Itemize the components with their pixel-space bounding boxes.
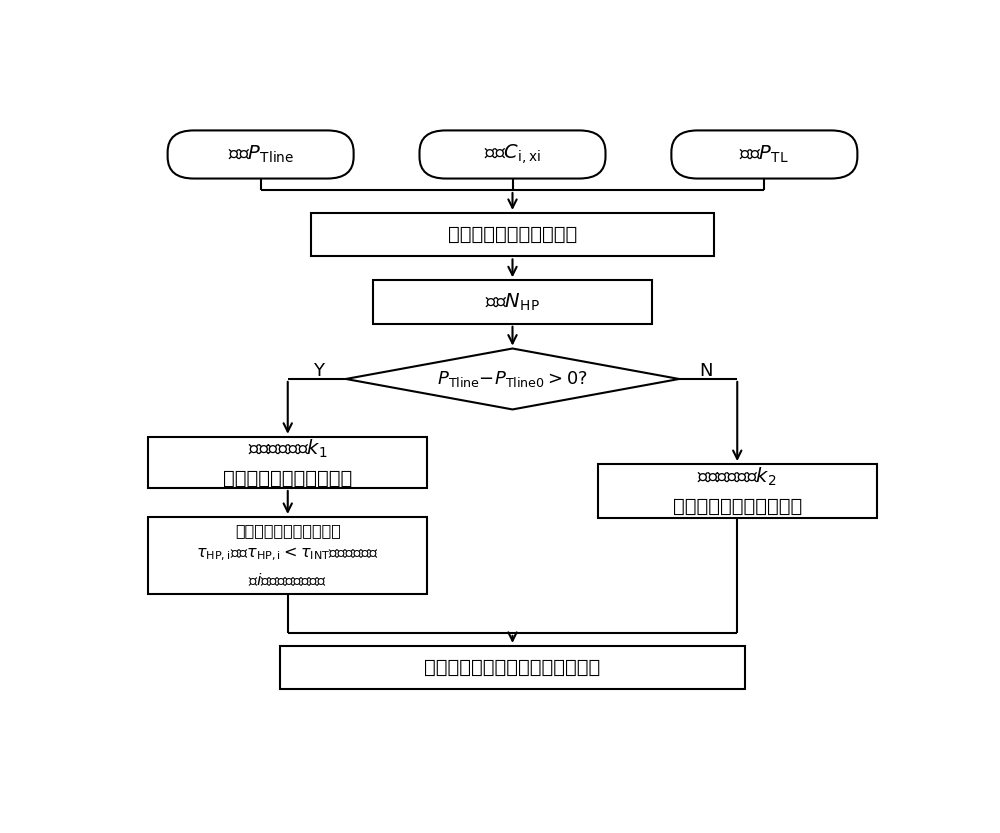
Bar <box>373 280 652 324</box>
Text: 获取$P$$_\mathregular{TL}$: 获取$P$$_\mathregular{TL}$ <box>739 144 789 165</box>
Text: 计算序号指针$k$$_2$
确定电热泵关闭序号区间: 计算序号指针$k$$_2$ 确定电热泵关闭序号区间 <box>673 466 802 516</box>
Text: 计算$N$$_\mathregular{HP}$: 计算$N$$_\mathregular{HP}$ <box>485 292 540 312</box>
Bar <box>148 516 427 594</box>
Bar <box>280 646 745 690</box>
Polygon shape <box>346 348 679 410</box>
FancyBboxPatch shape <box>168 131 354 178</box>
Bar <box>598 464 877 518</box>
FancyBboxPatch shape <box>671 131 857 178</box>
Text: 获取$P$$_\mathregular{Tline}$: 获取$P$$_\mathregular{Tline}$ <box>228 144 294 165</box>
FancyBboxPatch shape <box>420 131 606 178</box>
Text: 计算电热泵状态切换时长
$\tau$$_\mathregular{HP,i}$，若$\tau$$_\mathregular{HP,i}$$<$$\tau$$_\: 计算电热泵状态切换时长 $\tau$$_\mathregular{HP,i}$，… <box>196 523 379 588</box>
Bar <box>311 213 714 257</box>
Text: Y: Y <box>313 362 324 381</box>
Text: N: N <box>700 362 713 381</box>
Text: 计算序号指针$k$$_1$
确定电热泵开启区号区间: 计算序号指针$k$$_1$ 确定电热泵开启区号区间 <box>223 437 352 487</box>
Bar <box>148 436 427 488</box>
Text: 获取$C$$_\mathregular{i,xi}$: 获取$C$$_\mathregular{i,xi}$ <box>484 142 541 167</box>
Text: $P$$_\mathregular{Tline}$$-$$P$$_\mathregular{Tline0}$$>0?$: $P$$_\mathregular{Tline}$$-$$P$$_\mathre… <box>437 369 588 389</box>
Text: 确定最终的电热泵群开关状态序列: 确定最终的电热泵群开关状态序列 <box>424 658 601 677</box>
Text: 电热泵群优先度序列分析: 电热泵群优先度序列分析 <box>448 225 577 244</box>
